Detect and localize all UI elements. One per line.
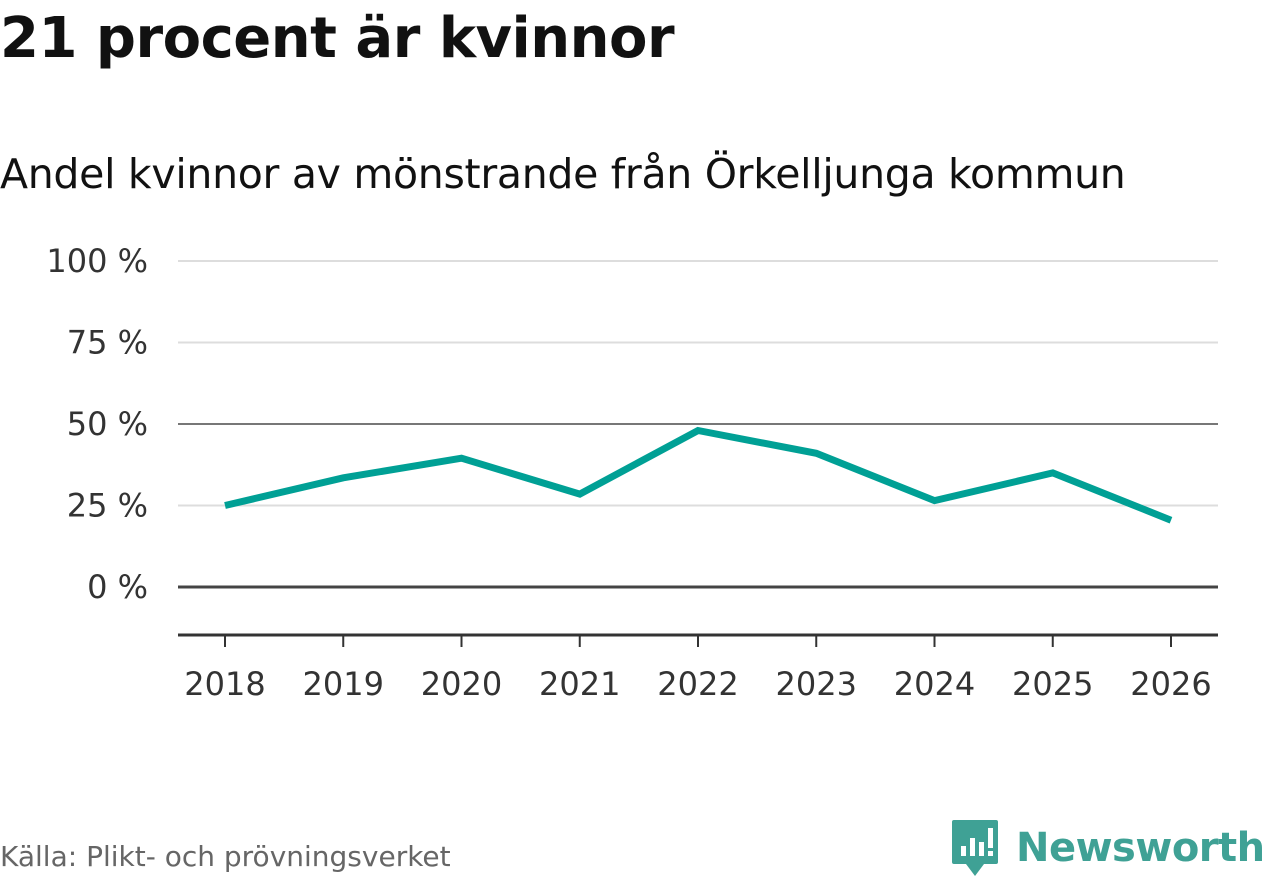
- y-tick-label-25: 25 %: [67, 487, 148, 525]
- x-tick-label-2019: 2019: [303, 665, 384, 703]
- chart-subtitle: Andel kvinnor av mönstrande från Örkellj…: [0, 150, 1126, 198]
- x-tick-label-2025: 2025: [1012, 665, 1093, 703]
- y-tick-label-0: 0 %: [87, 568, 148, 606]
- x-tick-label-2026: 2026: [1130, 665, 1211, 703]
- y-tick-label-100: 100 %: [46, 242, 148, 280]
- y-axis-tick-labels: 0 % 25 % 50 % 75 % 100 %: [46, 242, 148, 606]
- source-note: Källa: Plikt- och prövningsverket: [0, 840, 451, 873]
- x-tick-label-2022: 2022: [657, 665, 738, 703]
- y-tick-label-75: 75 %: [67, 324, 148, 362]
- line-chart: 0 % 25 % 50 % 75 % 100 % 2018 2019 2020 2021 202…: [46, 242, 1218, 703]
- y-tick-label-50: 50 %: [67, 405, 148, 443]
- gridlines: [178, 260, 1218, 589]
- series: [224, 426, 1173, 524]
- newsworthy-logo-icon: [952, 820, 998, 876]
- brand-name: Newsworthy: [1016, 825, 1262, 871]
- x-tick-label-2020: 2020: [421, 665, 502, 703]
- x-axis: 2018 2019 2020 2021 2022 2023 2024 2025 2026: [178, 633, 1218, 703]
- newsworthy-brand[interactable]: Newsworthy: [950, 818, 1262, 878]
- x-tick-label-2021: 2021: [539, 665, 620, 703]
- x-tick-label-2024: 2024: [894, 665, 975, 703]
- chart-title: 21 procent är kvinnor: [0, 6, 675, 71]
- x-tick-label-2023: 2023: [776, 665, 857, 703]
- series-line-0: [224, 426, 1173, 524]
- x-tick-label-2018: 2018: [184, 665, 265, 703]
